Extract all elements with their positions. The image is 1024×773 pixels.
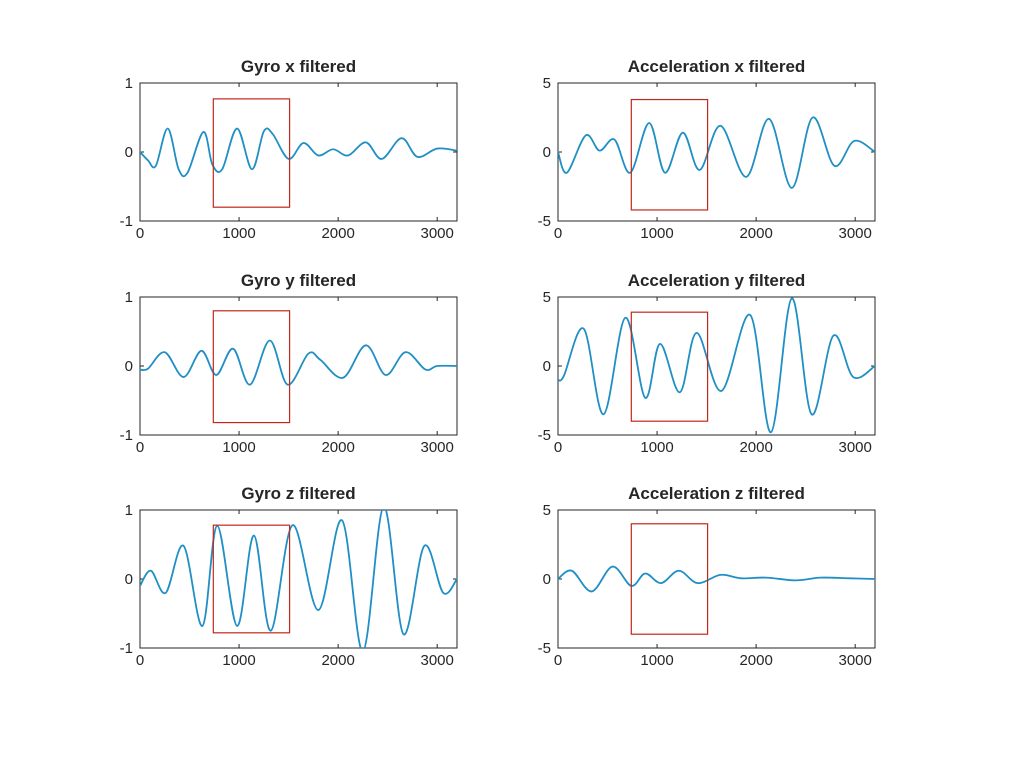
series-line — [558, 297, 875, 434]
x-tick-label: 3000 — [839, 225, 872, 242]
subplot-title: Gyro x filtered — [241, 57, 356, 76]
series-line — [140, 127, 457, 178]
highlight-box — [212, 524, 291, 634]
y-tick-label: -5 — [538, 427, 551, 444]
series-line — [558, 565, 875, 593]
axes-box — [557, 509, 876, 649]
y-tick-label: -5 — [538, 213, 551, 230]
x-tick-label: 2000 — [321, 652, 354, 669]
series-line — [140, 510, 457, 648]
x-tick-label: 0 — [554, 652, 562, 669]
y-tick-label: 0 — [125, 144, 133, 161]
x-tick-label: 3000 — [421, 439, 454, 456]
y-tick-label: -1 — [120, 640, 133, 657]
x-tick-label: 0 — [136, 652, 144, 669]
y-tick-label: -5 — [538, 640, 551, 657]
axes-box — [139, 509, 458, 649]
x-tick-label: 1000 — [640, 225, 673, 242]
x-tick-label: 2000 — [321, 439, 354, 456]
x-tick-label: 0 — [554, 225, 562, 242]
axes-box — [557, 296, 876, 436]
highlight-box — [212, 98, 291, 208]
highlight-box — [630, 523, 709, 635]
x-tick-label: 1000 — [222, 439, 255, 456]
axes-box — [557, 82, 876, 222]
highlight-box — [630, 98, 709, 211]
y-tick-label: 5 — [543, 75, 551, 92]
subplot-title: Gyro z filtered — [241, 484, 355, 503]
x-tick-label: 3000 — [839, 439, 872, 456]
subplot-title: Gyro y filtered — [241, 271, 356, 290]
x-tick-label: 0 — [136, 225, 144, 242]
y-tick-label: 0 — [543, 144, 551, 161]
x-tick-label: 3000 — [421, 225, 454, 242]
y-tick-label: 5 — [543, 502, 551, 519]
x-tick-label: 3000 — [839, 652, 872, 669]
x-tick-label: 1000 — [222, 652, 255, 669]
y-tick-label: 0 — [125, 571, 133, 588]
axes-box — [139, 296, 458, 436]
x-tick-label: 1000 — [640, 439, 673, 456]
axes-box — [139, 82, 458, 222]
x-tick-label: 2000 — [739, 439, 772, 456]
x-tick-label: 0 — [136, 439, 144, 456]
y-tick-label: 0 — [125, 358, 133, 375]
series-line — [140, 339, 457, 386]
y-tick-label: 1 — [125, 289, 133, 306]
x-tick-label: 3000 — [421, 652, 454, 669]
x-tick-label: 2000 — [739, 652, 772, 669]
x-tick-label: 1000 — [640, 652, 673, 669]
x-tick-label: 2000 — [739, 225, 772, 242]
x-tick-label: 1000 — [222, 225, 255, 242]
x-tick-label: 0 — [554, 439, 562, 456]
y-tick-label: -1 — [120, 213, 133, 230]
highlight-box — [630, 311, 709, 422]
y-tick-label: 0 — [543, 358, 551, 375]
y-tick-label: 1 — [125, 502, 133, 519]
subplot-title: Acceleration y filtered — [628, 271, 806, 290]
series-line — [558, 116, 875, 189]
y-tick-label: -1 — [120, 427, 133, 444]
x-tick-label: 2000 — [321, 225, 354, 242]
highlight-box — [212, 310, 291, 424]
subplot-title: Acceleration x filtered — [628, 57, 806, 76]
y-tick-label: 0 — [543, 571, 551, 588]
y-tick-label: 5 — [543, 289, 551, 306]
y-tick-label: 1 — [125, 75, 133, 92]
subplot-title: Acceleration z filtered — [628, 484, 805, 503]
